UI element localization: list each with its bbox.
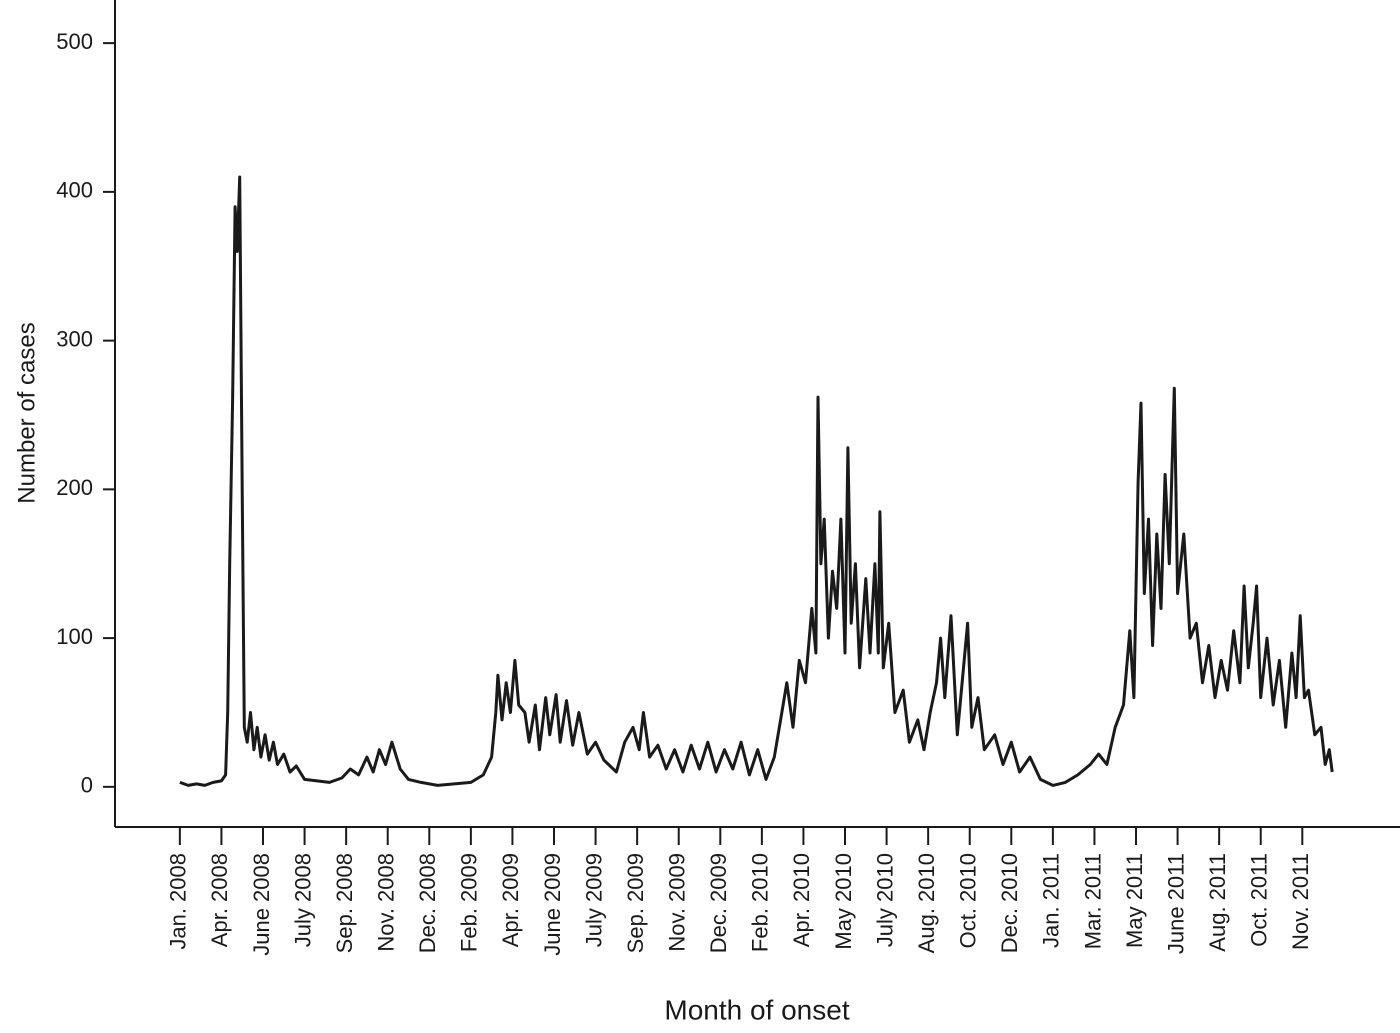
x-tick-label: Feb. 2009 — [457, 853, 482, 952]
x-tick-label: July 2008 — [290, 853, 315, 947]
x-tick-label: Nov. 2009 — [665, 853, 690, 952]
x-tick-label: Apr. 2008 — [207, 853, 232, 947]
x-tick-label: Apr. 2009 — [498, 853, 523, 947]
x-tick-label: Aug. 2010 — [914, 853, 939, 953]
x-tick-label: July 2009 — [581, 853, 606, 947]
x-tick-label: Oct. 2011 — [1247, 853, 1272, 947]
y-tick-label: 300 — [56, 326, 93, 351]
x-tick-label: Jan. 2011 — [1039, 853, 1064, 948]
x-tick-label: Nov. 2011 — [1288, 853, 1313, 950]
x-tick-label: June 2008 — [249, 853, 274, 956]
x-tick-label: Aug. 2011 — [1205, 853, 1230, 952]
y-tick-label: 200 — [56, 475, 93, 500]
x-tick-label: Apr. 2010 — [789, 853, 814, 947]
x-tick-label: Oct. 2010 — [956, 853, 981, 948]
x-tick-label: June 2009 — [540, 853, 565, 956]
x-tick-label: Sep. 2009 — [623, 853, 648, 953]
x-tick-label: Nov. 2008 — [374, 853, 399, 952]
y-tick-label: 400 — [56, 178, 93, 203]
x-tick-label: May 2011 — [1122, 853, 1147, 948]
y-tick-label: 500 — [56, 29, 93, 54]
x-tick-label: Feb. 2010 — [748, 853, 773, 952]
x-tick-label: July 2010 — [872, 853, 897, 947]
x-tick-label: Jan. 2008 — [166, 853, 191, 950]
y-axis-label: Number of cases — [13, 322, 40, 503]
x-tick-label: Sep. 2008 — [332, 853, 357, 953]
x-axis-label: Month of onset — [664, 994, 849, 1025]
x-tick-label: June 2011 — [1163, 853, 1188, 954]
x-tick-label: Dec. 2008 — [415, 853, 440, 953]
data-line — [179, 175, 1334, 787]
x-tick-label: Mar. 2011 — [1080, 853, 1105, 949]
x-tick-label: Dec. 2009 — [706, 853, 731, 953]
x-tick-label: May 2010 — [831, 853, 856, 950]
y-tick-label: 100 — [56, 624, 93, 649]
y-tick-label: 0 — [81, 773, 93, 798]
x-tick-label: Dec. 2010 — [997, 853, 1022, 953]
